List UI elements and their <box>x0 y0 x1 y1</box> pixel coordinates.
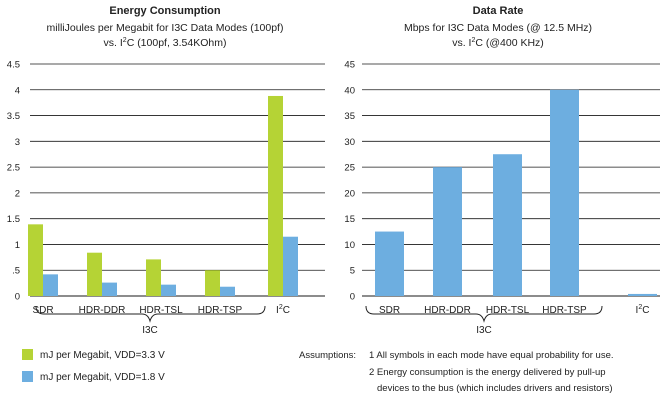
chart1-bar-hdr-tsl-1 <box>161 284 176 296</box>
chart2-y-tick-label: 15 <box>344 214 355 225</box>
chart1-x-tick-label: HDR-TSL <box>139 305 183 316</box>
chart2-y-tick-label: 20 <box>344 188 355 199</box>
energy-consumption-chart: Energy Consumption milliJoules per Megab… <box>7 5 325 336</box>
chart1-subtitle-line2-pre: vs. I <box>104 37 123 49</box>
chart1-x-tick-labels: SDR HDR-DDR HDR-TSL HDR-TSP I2C <box>32 304 290 316</box>
chart1-y-tick-labels: 0 .5 1 1.5 2 2.5 3 3.5 4 4.5 <box>7 60 20 303</box>
chart2-subtitle-line2-post: C (@400 KHz) <box>475 37 543 49</box>
assumptions-notes: Assumptions: 1 All symbols in each mode … <box>299 350 614 394</box>
chart1-bar-sdr-0 <box>28 224 43 296</box>
chart1-group-label: I3C <box>142 325 158 336</box>
chart1-x-tick-label: HDR-DDR <box>79 305 126 316</box>
chart2-y-tick-label: 10 <box>344 240 355 251</box>
chart1-x-tick-label: SDR <box>32 305 53 316</box>
chart2-y-tick-label: 0 <box>350 292 355 303</box>
assumption-2-line1: 2 Energy consumption is the energy deliv… <box>369 367 606 378</box>
chart2-bars <box>375 89 657 297</box>
chart2-i3c-bracket <box>365 305 603 323</box>
chart2-subtitle-line1: Mbps for I3C Data Modes (@ 12.5 MHz) <box>404 22 592 34</box>
chart2-x-tick-label: HDR-TSL <box>486 305 530 316</box>
chart2-y-tick-label: 30 <box>344 137 355 148</box>
chart1-title: Energy Consumption <box>109 5 221 17</box>
chart1-x-tick-label: HDR-TSP <box>198 305 243 316</box>
legend-swatch-3v3 <box>22 349 33 360</box>
chart2-subtitle-line2: vs. I2C (@400 KHz) <box>452 37 544 49</box>
chart1-bar-i2c-0 <box>268 95 283 296</box>
chart2-y-tick-label: 35 <box>344 111 355 122</box>
chart2-subtitle-line2-sup: 2 <box>471 37 475 44</box>
chart2-y-tick-label: 40 <box>344 85 355 96</box>
assumption-1: 1 All symbols in each mode have equal pr… <box>369 350 614 361</box>
chart1-subtitle-line2-post: C (100pf, 3.54KOhm) <box>127 37 227 49</box>
chart2-title: Data Rate <box>473 5 524 17</box>
chart1-bar-i2c-1 <box>283 236 298 296</box>
legend-swatch-1v8 <box>22 371 33 382</box>
chart2-x-tick-label: HDR-TSP <box>542 305 587 316</box>
chart1-bar-hdr-tsp-0 <box>205 270 220 296</box>
chart1-y-tick-label: 3 <box>15 137 20 148</box>
chart2-y-tick-label: 25 <box>344 163 355 174</box>
chart1-y-tick-label: 3.5 <box>7 111 20 122</box>
chart1-y-tick-label: 0 <box>15 292 20 303</box>
chart1-subtitle-line2-sup: 2 <box>123 37 127 44</box>
chart1-i3c-bracket <box>35 305 266 323</box>
chart2-subtitle-line2-pre: vs. I <box>452 37 471 49</box>
chart2-x-tick-label: SDR <box>379 305 400 316</box>
chart1-x-tick-label: I2C <box>276 304 290 316</box>
chart1-y-tick-label: 2.5 <box>7 163 20 174</box>
chart1-y-tick-label: .5 <box>12 266 20 277</box>
chart1-bar-sdr-1 <box>43 274 58 296</box>
data-rate-chart: Data Rate Mbps for I3C Data Modes (@ 12.… <box>344 5 660 336</box>
chart1-bars <box>28 95 298 296</box>
legend: mJ per Megabit, VDD=3.3 V mJ per Megabit… <box>22 349 165 383</box>
legend-label-1v8: mJ per Megabit, VDD=1.8 V <box>40 372 165 383</box>
chart1-subtitle-line2: vs. I2C (100pf, 3.54KOhm) <box>104 37 227 49</box>
chart1-bar-hdr-tsp-1 <box>220 286 235 296</box>
chart2-bar-hdr-tsl-0 <box>493 154 522 296</box>
chart2-x-tick-label: HDR-DDR <box>424 305 471 316</box>
chart2-y-tick-label: 45 <box>344 60 355 71</box>
assumptions-heading: Assumptions: <box>299 350 356 361</box>
chart1-bar-hdr-ddr-0 <box>87 252 102 296</box>
chart1-y-tick-label: 1.5 <box>7 214 20 225</box>
chart2-y-tick-label: 5 <box>350 266 355 277</box>
chart2-bar-hdr-tsp-0 <box>550 89 579 297</box>
assumption-2-line2: devices to the bus (which includes drive… <box>377 383 613 394</box>
chart1-y-tick-label: 4.5 <box>7 60 20 71</box>
chart2-bar-i2c-0 <box>628 293 657 296</box>
chart2-x-tick-labels: SDR HDR-DDR HDR-TSL HDR-TSP I2C <box>379 304 650 316</box>
chart2-bar-sdr-0 <box>375 231 404 296</box>
chart1-y-tick-label: 1 <box>15 240 20 251</box>
chart1-bar-hdr-tsl-0 <box>146 259 161 296</box>
chart2-y-tick-labels: 0 5 10 15 20 25 30 35 40 45 <box>344 60 355 303</box>
chart1-y-tick-label: 4 <box>15 85 20 96</box>
chart2-bar-hdr-ddr-0 <box>433 167 462 296</box>
chart1-subtitle-line1: milliJoules per Megabit for I3C Data Mod… <box>47 22 284 34</box>
legend-label-3v3: mJ per Megabit, VDD=3.3 V <box>40 350 165 361</box>
chart2-x-tick-label: I2C <box>636 304 650 316</box>
chart1-y-tick-label: 2 <box>15 188 20 199</box>
chart2-group-label: I3C <box>476 325 492 336</box>
chart1-bar-hdr-ddr-1 <box>102 282 117 296</box>
